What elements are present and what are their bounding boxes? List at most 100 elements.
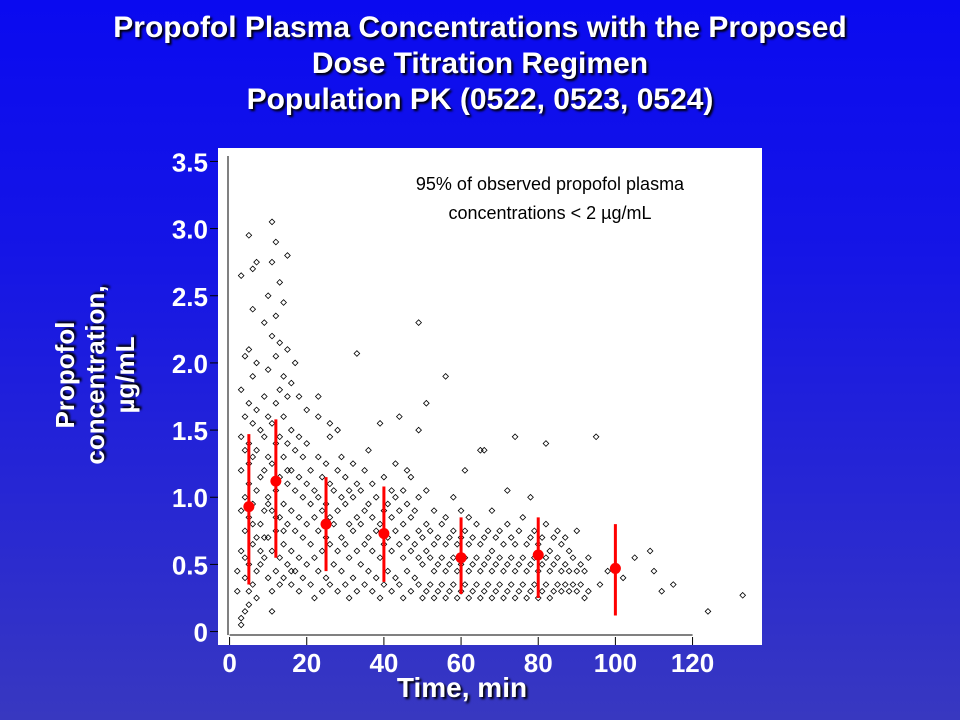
y-tick-label: 2.0 — [172, 349, 208, 379]
observed-point — [480, 534, 488, 541]
observed-point — [411, 574, 419, 582]
observed-point — [426, 581, 434, 588]
observed-point — [349, 574, 357, 582]
observed-point — [361, 467, 368, 474]
observed-point — [546, 594, 554, 602]
observed-point — [268, 507, 276, 515]
observed-point — [311, 487, 318, 494]
observed-point — [395, 540, 403, 548]
observed-point — [538, 561, 546, 568]
observed-point — [314, 527, 322, 535]
title-line: Propofol Plasma Concentrations with the … — [113, 11, 847, 44]
observed-point — [276, 581, 284, 588]
observed-point — [527, 534, 534, 541]
observed-point — [523, 567, 531, 575]
observed-point — [280, 500, 287, 508]
observed-point — [515, 561, 523, 568]
observed-point — [503, 487, 511, 494]
x-axis-label: Time, min — [396, 672, 528, 703]
observed-point — [484, 554, 492, 562]
observed-point — [280, 453, 287, 461]
observed-point — [284, 346, 291, 353]
observed-point — [365, 534, 372, 541]
observed-point — [392, 460, 399, 468]
y-tick-label: 1.5 — [172, 416, 208, 446]
observed-point — [554, 527, 561, 535]
observed-point — [291, 446, 299, 454]
observed-point — [276, 339, 284, 347]
observed-point — [318, 547, 326, 555]
observed-point — [322, 460, 330, 468]
observed-point — [326, 540, 334, 548]
observed-point — [345, 554, 353, 562]
observed-point — [503, 561, 511, 568]
observed-point — [430, 567, 438, 575]
observed-point — [268, 332, 276, 340]
plot-layer — [227, 156, 747, 636]
observed-point — [473, 554, 480, 562]
observed-point — [241, 493, 249, 501]
observed-point — [241, 554, 249, 562]
annotation-line: 95% of observed propofol plasma — [416, 174, 685, 194]
x-tick-label: 40 — [369, 648, 398, 678]
y-tick-label: 0.5 — [172, 550, 208, 580]
observed-point — [253, 567, 260, 575]
observed-point — [264, 493, 272, 501]
observed-point — [257, 473, 264, 481]
observed-point — [357, 487, 365, 494]
observed-point — [253, 446, 260, 454]
observed-point — [476, 446, 484, 454]
observed-point — [476, 594, 484, 602]
observed-point — [368, 480, 376, 488]
observed-point — [392, 527, 399, 535]
observed-point — [399, 554, 407, 562]
observed-point — [561, 561, 569, 568]
observed-point — [480, 587, 488, 595]
observed-point — [264, 292, 272, 300]
observed-point — [280, 372, 287, 380]
observed-point — [519, 554, 527, 562]
observed-point — [349, 460, 357, 468]
observed-point — [407, 587, 415, 595]
observed-point — [253, 487, 260, 494]
title-line: Dose Titration Regimen — [311, 47, 649, 80]
y-tick-label: 0 — [194, 618, 208, 648]
observed-point — [276, 278, 284, 286]
observed-point — [465, 594, 473, 602]
observed-point — [523, 594, 531, 602]
observed-point — [249, 540, 257, 548]
observed-point — [330, 561, 338, 568]
observed-point — [272, 399, 280, 407]
observed-point — [334, 467, 341, 474]
observed-point — [264, 574, 272, 582]
observed-point — [233, 587, 241, 595]
observed-point — [426, 554, 434, 562]
observed-point — [438, 520, 446, 528]
observed-point — [434, 587, 442, 595]
observed-point — [245, 231, 253, 239]
observed-point — [453, 540, 461, 548]
observed-point — [245, 587, 253, 595]
observed-point — [380, 473, 388, 481]
observed-point — [407, 547, 415, 555]
observed-point — [268, 258, 276, 266]
observed-point — [264, 413, 272, 421]
observed-point — [280, 413, 287, 421]
observed-point — [307, 540, 314, 548]
observed-point — [338, 493, 345, 501]
observed-point — [577, 581, 585, 588]
observed-point — [650, 567, 658, 575]
x-tick-label: 80 — [524, 648, 553, 678]
observed-point — [561, 534, 569, 541]
observed-point — [554, 581, 561, 588]
observed-point — [376, 520, 384, 528]
observed-point — [546, 567, 554, 575]
observed-point — [249, 372, 257, 380]
observed-point — [488, 547, 496, 555]
observed-point — [511, 540, 519, 548]
observed-point — [260, 393, 268, 400]
observed-point — [565, 547, 573, 555]
observed-point — [415, 581, 422, 588]
observed-point — [295, 433, 303, 441]
observed-point — [280, 574, 287, 582]
